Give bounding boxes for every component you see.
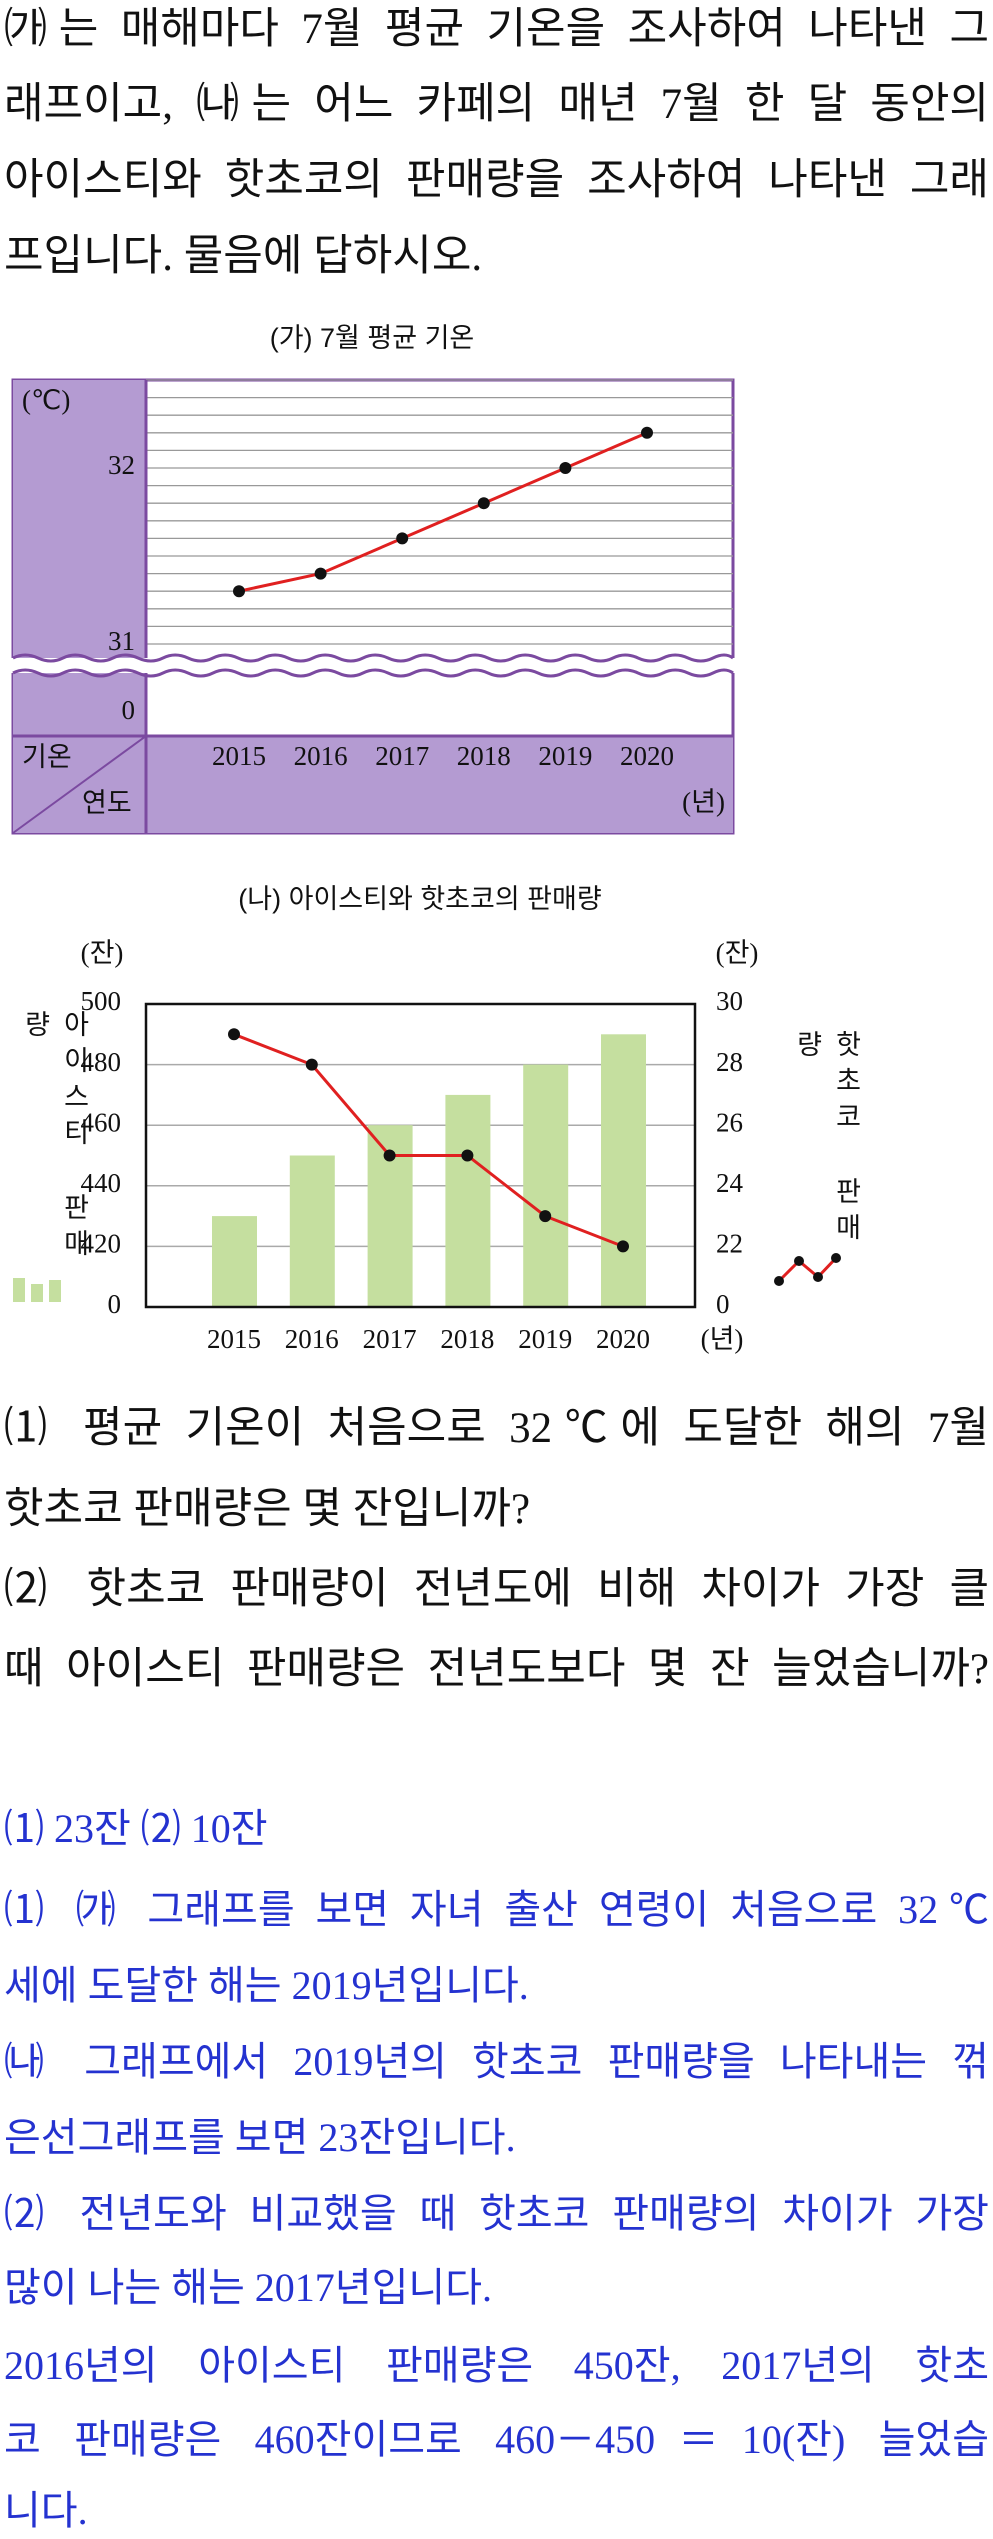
answer-line: ⑴ 23잔 ⑵ 10잔 [4,1806,268,1851]
answer-line: 2016년의 아이스티 판매량은 450잔, 2017년의 핫초 [4,2343,989,2388]
legend-bar-icon [13,1278,25,1302]
legend-line-icon [831,1253,841,1263]
data-point [383,1149,396,1162]
problem-line: ㈎는 매해마다 7월 평균 기온을 조사하여 나타낸 그 [4,6,989,53]
y2-tick-label: 22 [716,1229,743,1259]
legend-bar-icon [31,1284,43,1302]
plot-frame [144,1002,697,1309]
y-tick-label: 500 [81,986,122,1016]
data-line [238,431,648,593]
bar [212,1216,257,1307]
x-tick-label: 2018 [457,741,511,771]
data-point [233,585,245,598]
question-line: ⑵ 핫초코 판매량이 전년도에 비해 차이가 가장 클 [4,1566,989,1613]
bar [601,1034,646,1307]
legend-line-icon [774,1276,784,1286]
chart1-diagonal [12,735,147,834]
legend-line-icon [777,1256,838,1283]
chart1-axis-column [13,380,146,736]
legend-line-icon [794,1256,804,1266]
legend-label: 핫초코 판매량 [792,1030,861,1249]
answer-line: 니다. [4,2488,88,2533]
x-unit: (년) [701,1324,744,1354]
x-tick-label: 2018 [440,1324,494,1354]
x-tick-label: 2016 [294,741,348,771]
y2-tick-label: 26 [716,1107,743,1137]
legend-line-icon [813,1272,823,1282]
y-tick-label: 32 [108,450,135,480]
y2-tick-label: 28 [716,1047,743,1077]
x-tick-label: 2020 [596,1324,650,1354]
y-tick-label: 0 [122,695,136,725]
x-tick-label: 2019 [538,741,592,771]
data-point [477,497,490,510]
y2-tick-label: 24 [716,1168,744,1198]
answer-line: 많이 나는 해는 2017년입니다. [4,2265,492,2310]
y2-unit: (잔) [716,938,759,968]
problem-line: 프입니다. 물음에 답하시오. [4,233,483,280]
y-tick-label: 31 [108,626,135,656]
data-line [233,1032,624,1248]
data-point [396,532,409,545]
answer-line: 은선그래프를 보면 23잔입니다. [4,2115,516,2160]
chart1-table-row [13,736,733,833]
y-tick-label: 0 [108,1289,122,1319]
question-line: 때 아이스티 판매량은 전년도보다 몇 잔 늘었습니까? [4,1646,989,1693]
y2-tick-label: 30 [716,986,743,1016]
row-label: 기온 [22,742,72,772]
data-point [305,1058,318,1071]
data-point [228,1028,240,1041]
x-tick-label: 2017 [375,741,429,771]
problem-line: 아이스티와 핫초코의 판매량을 조사하여 나타낸 그래 [4,157,989,204]
x-tick-label: 2020 [620,741,674,771]
y-unit: (잔) [81,938,124,968]
axis-break-wave [12,653,734,663]
answer-line: 코 판매량은 460잔이므로 460－450＝10(잔) 늘었습 [4,2417,989,2462]
y-tick-label: 420 [81,1229,122,1259]
axis-break-wave [12,668,734,678]
y2-tick-label: 0 [716,1289,730,1319]
data-point [641,426,653,439]
bar [445,1094,491,1307]
x-tick-label: 2019 [518,1324,572,1354]
y-unit: (℃) [22,385,70,415]
charts: (가) 7월 평균 기온 (℃) 기온 연도 (년) 0 31 32 2015 2016… [10,323,841,1354]
answer-line: 세에 도달한 해는 2019년입니다. [4,1963,529,2008]
bar [289,1155,335,1307]
x-tick-label: 2016 [285,1324,339,1354]
data-point [617,1240,629,1253]
x-tick-label: 2017 [363,1324,417,1354]
data-point [539,1210,552,1223]
data-point [314,567,327,580]
answer-line: ㈏ 그래프에서 2019년의 핫초코 판매량을 나타내는 꺾 [4,2039,989,2084]
bar [523,1064,569,1307]
chart-title: (가) 7월 평균 기온 [270,323,475,353]
question-line: 핫초코 판매량은 몇 잔입니까? [4,1486,531,1533]
legend-bar-icon [49,1280,61,1302]
answer-line: ⑴ ㈎ 그래프를 보면 자녀 출산 연령이 처음으로 32℃ [4,1887,989,1932]
chart-title: (나) 아이스티와 핫초코의 판매량 [238,884,601,914]
answer-line: ⑵ 전년도와 비교했을 때 핫초코 판매량의 차이가 가장 [4,2191,989,2236]
y-tick-label: 440 [81,1168,122,1198]
legend-label: 아이스티 판매량 [20,1010,89,1265]
problem-line: 래프이고, ㈏는 어느 카페의 매년 7월 한 달 동안의 [4,81,989,128]
question-line: ⑴ 평균 기온이 처음으로 32℃에 도달한 해의 7월 [4,1405,989,1452]
x-tick-label: 2015 [207,1324,261,1354]
y-tick-label: 480 [81,1047,122,1077]
y-tick-label: 460 [81,1107,122,1137]
data-point [559,462,572,474]
x-unit: (년) [682,787,725,817]
column-label: 연도 [82,788,132,818]
x-tick-label: 2015 [212,741,266,771]
data-point [461,1149,474,1162]
